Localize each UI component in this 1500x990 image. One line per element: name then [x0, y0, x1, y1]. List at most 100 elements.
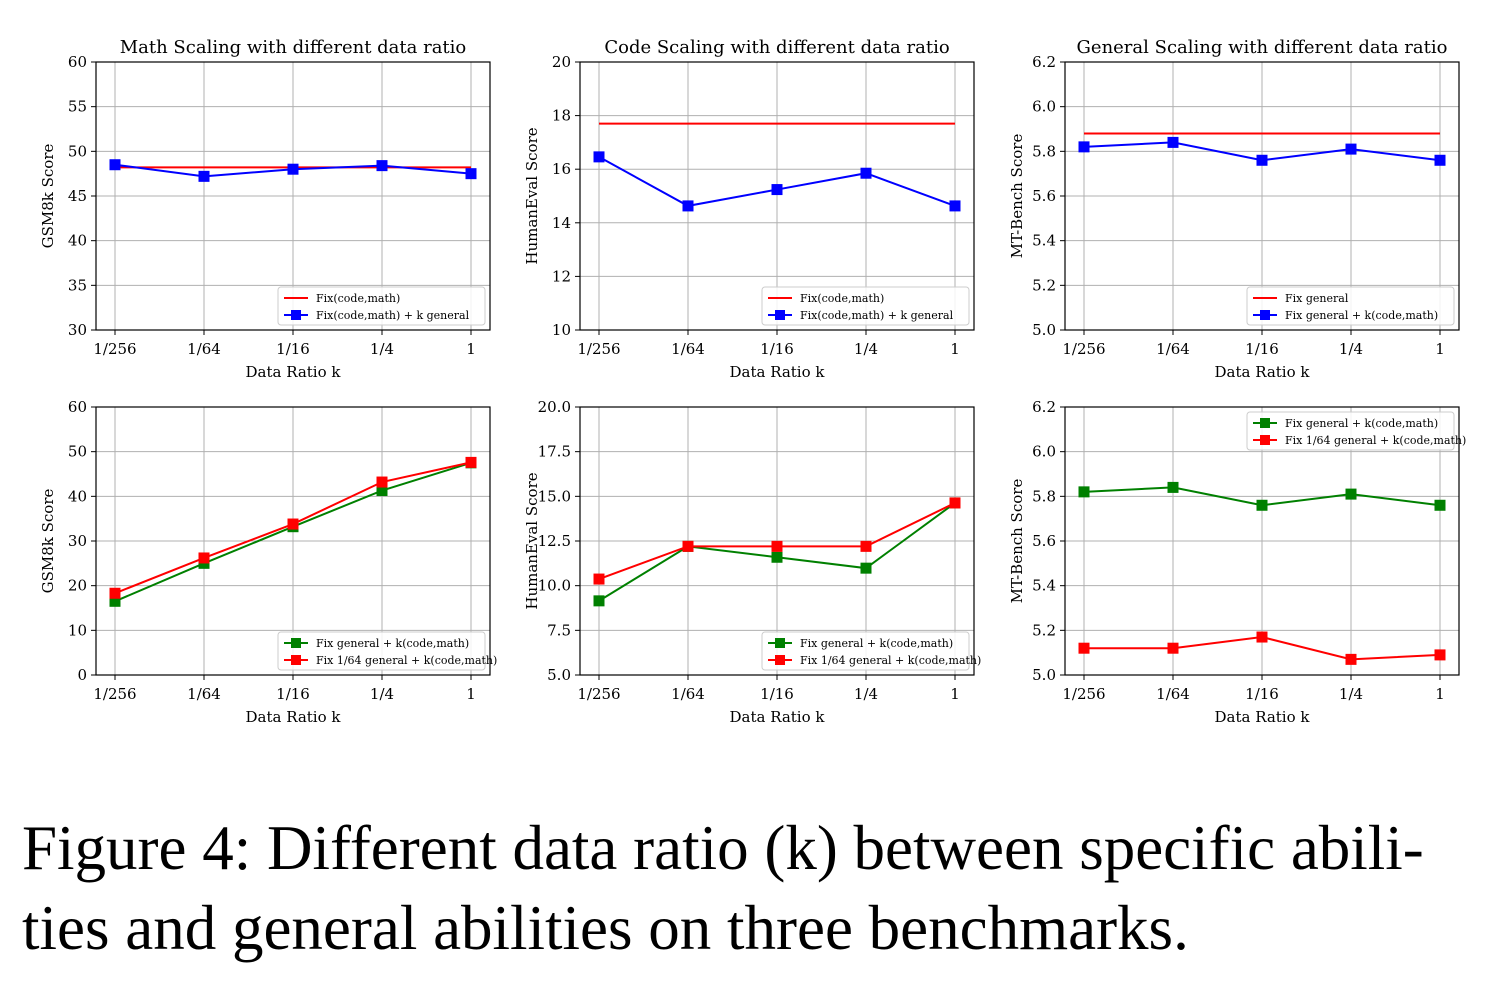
data-point [1167, 481, 1179, 493]
y-tick-label: 10.0 [538, 577, 571, 595]
y-tick-label: 18 [552, 107, 571, 125]
legend-box [1246, 411, 1455, 451]
y-tick-label: 15.0 [538, 487, 571, 505]
legend: Fix(code,math) Fix(code,math) + k general [277, 286, 486, 326]
x-axis-label: Data Ratio k [245, 363, 341, 381]
y-tick-label: 50 [68, 142, 87, 160]
legend-label: Fix general + k(code,math) [800, 637, 953, 650]
data-point [1078, 486, 1090, 498]
x-axis-label: Data Ratio k [1214, 708, 1310, 726]
y-tick-label: 55 [68, 98, 87, 116]
y-axis-label: GSM8k Score [39, 488, 57, 593]
x-tick-label: 1/256 [93, 340, 136, 358]
x-tick-label: 1 [1435, 340, 1445, 358]
y-tick-label: 10 [68, 621, 87, 639]
legend-box [761, 631, 970, 671]
y-tick-label: 40 [68, 232, 87, 250]
x-tick-label: 1/64 [671, 685, 705, 703]
x-tick-label: 1/64 [1156, 685, 1190, 703]
legend-marker [775, 310, 785, 320]
x-tick-label: 1/4 [1339, 685, 1363, 703]
x-tick-label: 1/256 [577, 685, 620, 703]
data-point [949, 200, 961, 212]
chart-panel-6: 5.0 5.2 5.4 5.6 5.8 6.0 6.2 1/256 1/64 1/16 1/4 1 Da… [1008, 398, 1466, 726]
y-tick-label: 45 [68, 187, 87, 205]
x-tick-label: 1/256 [93, 685, 136, 703]
y-tick-label: 6.2 [1032, 53, 1056, 71]
y-tick-label: 5.2 [1032, 276, 1056, 294]
y-tick-label: 20 [68, 577, 87, 595]
y-tick-label: 40 [68, 487, 87, 505]
legend-label: Fix 1/64 general + k(code,math) [1285, 434, 1466, 447]
x-axis-label: Data Ratio k [245, 708, 341, 726]
data-point [860, 540, 872, 552]
y-tick-label: 7.5 [547, 621, 571, 639]
data-point [1078, 642, 1090, 654]
y-tick-label: 5.8 [1032, 487, 1056, 505]
legend-label: Fix 1/64 general + k(code,math) [800, 654, 981, 667]
legend-label: Fix(code,math) [316, 292, 400, 305]
chart-title: General Scaling with different data rati… [1077, 37, 1448, 58]
legend: Fix general + k(code,math) Fix 1/64 gener… [1246, 411, 1466, 451]
data-point [682, 200, 694, 212]
data-point [198, 552, 210, 564]
data-point [771, 540, 783, 552]
x-tick-label: 1/4 [854, 685, 878, 703]
data-point [593, 595, 605, 607]
x-tick-label: 1/256 [1062, 340, 1105, 358]
data-point [1078, 141, 1090, 153]
data-point [376, 485, 388, 497]
y-tick-label: 50 [68, 443, 87, 461]
x-tick-label: 1/16 [276, 340, 310, 358]
x-axis-label: Data Ratio k [729, 708, 825, 726]
data-point [109, 587, 121, 599]
y-tick-label: 5.8 [1032, 142, 1056, 160]
legend-box [1246, 286, 1455, 326]
data-point [109, 595, 121, 607]
legend: Fix general + k(code,math) Fix 1/64 gener… [761, 631, 981, 671]
y-axis-label: MT-Bench Score [1008, 479, 1026, 604]
x-tick-label: 1/256 [1062, 685, 1105, 703]
data-point [1434, 499, 1446, 511]
y-tick-label: 5.6 [1032, 187, 1056, 205]
y-axis-label: GSM8k Score [39, 143, 57, 248]
y-tick-label: 5.4 [1032, 232, 1056, 250]
chart-panel-3: 5.0 5.2 5.4 5.6 5.8 6.0 6.2 1/256 1/64 1/16 1/4 1 Da… [1008, 37, 1460, 381]
chart-panel-4: 0 10 20 30 40 50 60 1/256 1/64 1/16 1/4 1 Data Ratio… [39, 398, 497, 726]
chart-panel-2: 10 12 14 16 18 20 1/256 1/64 1/16 1/4 1 Data Ratio … [523, 37, 975, 381]
data-point [1434, 649, 1446, 661]
legend-label: Fix general [1285, 292, 1349, 305]
legend-label: Fix 1/64 general + k(code,math) [316, 654, 497, 667]
data-point [949, 497, 961, 509]
data-point [109, 159, 121, 171]
x-tick-label: 1/256 [577, 340, 620, 358]
y-tick-label: 12 [552, 267, 571, 285]
x-tick-label: 1 [466, 685, 476, 703]
legend-marker [775, 638, 785, 648]
data-point [1345, 653, 1357, 665]
data-point [1167, 136, 1179, 148]
data-point [1256, 499, 1268, 511]
y-tick-label: 6.0 [1032, 443, 1056, 461]
x-tick-label: 1/16 [760, 685, 794, 703]
y-tick-label: 5.2 [1032, 621, 1056, 639]
data-point [287, 518, 299, 530]
data-point [1345, 488, 1357, 500]
legend-marker [775, 655, 785, 665]
x-tick-label: 1/4 [370, 685, 394, 703]
x-tick-label: 1 [466, 340, 476, 358]
legend-label: Fix general + k(code,math) [316, 637, 469, 650]
y-tick-label: 6.0 [1032, 98, 1056, 116]
y-tick-label: 60 [68, 398, 87, 416]
x-tick-label: 1/4 [370, 340, 394, 358]
data-point [1167, 642, 1179, 654]
data-point [771, 184, 783, 196]
figure-caption: Figure 4: Different data ratio (k) betwe… [22, 813, 1424, 963]
y-axis-label: HumanEval Score [523, 127, 541, 264]
data-point [376, 476, 388, 488]
legend-marker [1260, 310, 1270, 320]
data-point [682, 540, 694, 552]
x-tick-label: 1/64 [187, 340, 221, 358]
data-point [1345, 143, 1357, 155]
legend-marker [1260, 418, 1270, 428]
